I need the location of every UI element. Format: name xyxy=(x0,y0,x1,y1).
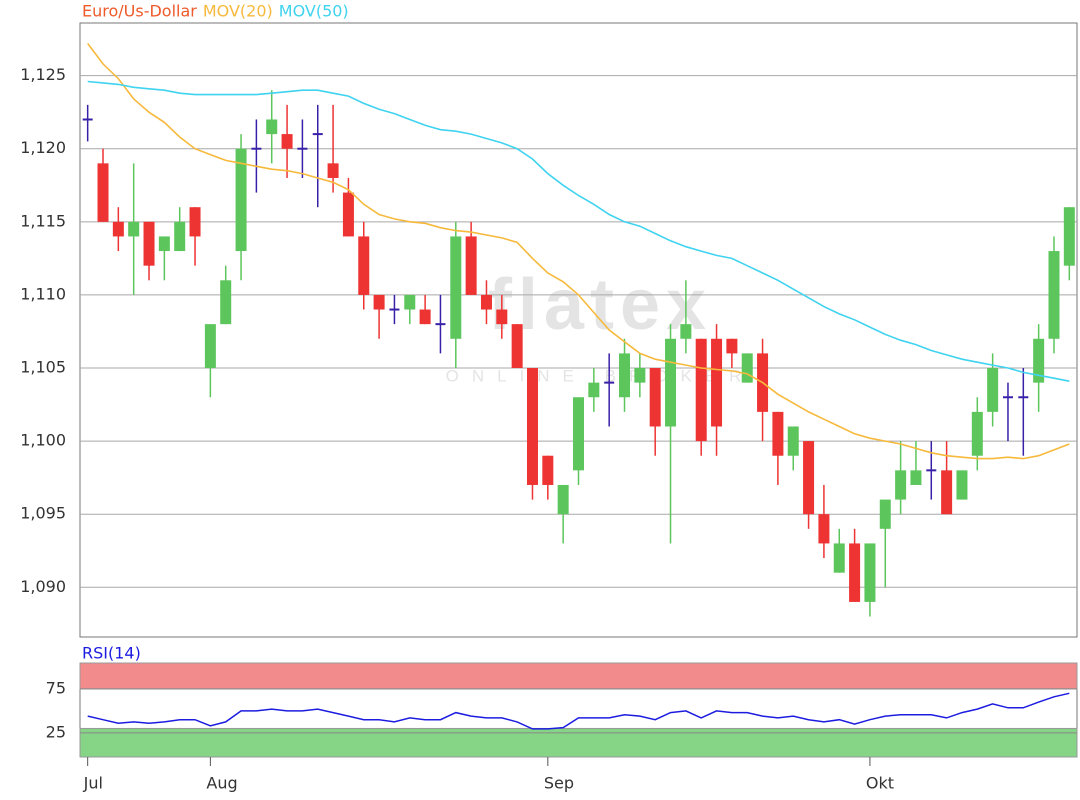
candle-body xyxy=(787,426,799,456)
candle-body xyxy=(987,368,999,412)
candle-body xyxy=(112,221,124,237)
candle-body xyxy=(511,324,523,369)
x-tick-label: Jul xyxy=(83,774,103,793)
candle-body xyxy=(158,236,170,252)
candle-body xyxy=(726,338,738,354)
candle-body xyxy=(143,221,155,266)
candle-body xyxy=(634,368,646,383)
y-tick-label: 75 xyxy=(46,678,66,697)
candle-body xyxy=(327,163,339,178)
candle-body xyxy=(649,368,661,427)
grid xyxy=(80,75,1077,588)
panel-title: RSI(14) xyxy=(82,644,141,663)
series-line xyxy=(87,43,1070,460)
candle-body xyxy=(1048,251,1060,339)
candle-body xyxy=(879,499,891,529)
y-tick-label: 1,090 xyxy=(20,577,66,596)
candle-body xyxy=(956,470,968,500)
candle-body xyxy=(128,221,140,237)
candle-body xyxy=(404,294,416,310)
candle-body xyxy=(711,338,723,427)
price-panel xyxy=(79,22,1078,638)
candle-body xyxy=(204,324,216,369)
series-line xyxy=(87,80,1070,382)
zone-band xyxy=(79,662,1078,690)
x-tick-label: Okt xyxy=(866,774,894,793)
candle-body xyxy=(665,338,677,427)
candle-body xyxy=(695,338,707,442)
candle-body xyxy=(189,207,201,237)
candle-body xyxy=(281,134,293,149)
watermark: flatex xyxy=(488,265,712,345)
candle-body xyxy=(496,309,508,325)
legend-entry: MOV(20) xyxy=(203,2,273,21)
candle-body xyxy=(526,368,538,485)
candle-body xyxy=(941,470,953,515)
candle-body xyxy=(573,397,584,471)
candle-body xyxy=(342,192,354,237)
y-tick-label: 1,100 xyxy=(20,431,66,450)
candle-body xyxy=(174,221,186,252)
candle-body xyxy=(910,470,922,485)
candle-body xyxy=(97,163,109,222)
y-tick-label: 1,110 xyxy=(20,284,66,303)
candle-body xyxy=(849,543,861,602)
candle-body xyxy=(358,236,370,295)
candle-body xyxy=(419,309,431,325)
candle-body xyxy=(220,280,232,325)
candle-body xyxy=(1033,338,1045,383)
candle-body xyxy=(772,411,784,456)
candle-body xyxy=(373,294,385,310)
y-tick-label: 1,095 xyxy=(20,504,66,523)
y-tick-label: 25 xyxy=(46,722,66,741)
legend-entry: Euro/Us-Dollar xyxy=(82,2,197,21)
legend-entry: MOV(50) xyxy=(279,2,349,21)
candle-body xyxy=(542,455,554,485)
candle-body xyxy=(971,411,983,456)
x-tick-label: Aug xyxy=(206,774,237,793)
candle-body xyxy=(833,543,845,573)
candle-body xyxy=(818,514,830,544)
y-tick-label: 1,105 xyxy=(20,358,66,377)
y-tick-label: 1,115 xyxy=(20,211,66,230)
candle-body xyxy=(450,236,462,339)
candle-body xyxy=(588,382,600,398)
candle-body xyxy=(864,543,876,602)
candle-body xyxy=(803,441,815,515)
candle-body xyxy=(557,484,569,515)
series-line xyxy=(87,692,1070,730)
candle-body xyxy=(465,236,477,295)
candle-body xyxy=(680,324,692,339)
candle-body xyxy=(619,353,631,398)
candle-body xyxy=(741,353,753,383)
candle-body xyxy=(895,470,907,500)
candle-body xyxy=(480,294,492,310)
candle-body xyxy=(1063,207,1075,266)
x-tick-label: Sep xyxy=(544,774,574,793)
y-tick-label: 1,125 xyxy=(20,65,66,84)
y-tick-label: 1,120 xyxy=(20,138,66,157)
candle-body xyxy=(266,119,278,135)
candle-body xyxy=(235,148,247,252)
